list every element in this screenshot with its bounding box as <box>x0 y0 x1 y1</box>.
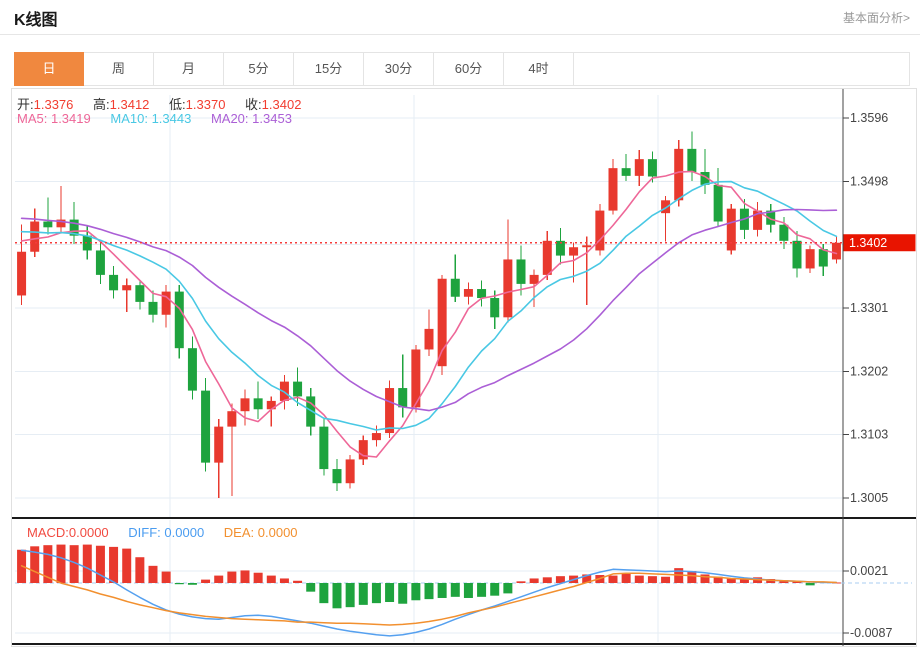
ohlc-row: 开:1.3376 高:1.3412 低:1.3370 收:1.3402 <box>17 94 317 113</box>
low-value: 1.3370 <box>185 97 226 112</box>
ma10-value: 1.3443 <box>151 111 192 126</box>
svg-text:1.3005: 1.3005 <box>850 491 888 505</box>
svg-text:1.3498: 1.3498 <box>850 174 888 188</box>
tab-30min[interactable]: 30分 <box>364 52 434 86</box>
candles-layer <box>17 131 841 498</box>
ma20-value: 1.3453 <box>252 111 292 126</box>
ma5-value: 1.3419 <box>50 111 91 126</box>
page-title: K线图 <box>14 12 58 29</box>
svg-text:0.0021: 0.0021 <box>850 564 888 578</box>
chart-canvas[interactable]: 1.3596 1.3498 1.3301 1.3202 1.3103 1.3005 1.34… <box>12 89 916 646</box>
pane-frame <box>12 89 916 646</box>
diff-value: 0.0000 <box>164 525 205 540</box>
dea-value: 0.0000 <box>257 525 298 540</box>
macd-histogram <box>17 544 841 609</box>
tab-strip-filler <box>574 52 910 86</box>
dea-line <box>20 565 838 626</box>
ma10-label: MA10: <box>110 111 148 126</box>
tab-15min[interactable]: 15分 <box>294 52 364 86</box>
open-value: 1.3376 <box>33 97 74 112</box>
period-tab-strip: 日 周 月 5分 15分 30分 60分 4时 <box>14 52 910 86</box>
diff-label: DIFF: <box>128 525 161 540</box>
tab-5min[interactable]: 5分 <box>224 52 294 86</box>
svg-text:1.3596: 1.3596 <box>850 111 888 125</box>
ma20-label: MA20: <box>210 111 249 126</box>
ma10-line <box>20 180 838 431</box>
kline-chart[interactable]: 1.3596 1.3498 1.3301 1.3202 1.3103 1.3005 1.34… <box>11 88 917 647</box>
current-price-tag: 1.3402 <box>843 234 916 252</box>
tab-day[interactable]: 日 <box>14 52 84 86</box>
svg-text:1.3402: 1.3402 <box>849 236 887 250</box>
close-value: 1.3402 <box>261 97 302 112</box>
svg-text:1.3103: 1.3103 <box>850 428 888 442</box>
macd-header-row: MACD:0.0000 DIFF: 0.0000 DEA: 0.0000 <box>27 525 314 540</box>
close-label: 收: <box>245 97 262 112</box>
svg-text:1.3202: 1.3202 <box>850 364 888 378</box>
svg-text:1.3301: 1.3301 <box>850 301 888 315</box>
ma20-line <box>20 208 838 412</box>
title-divider <box>0 34 920 35</box>
high-value: 1.3412 <box>109 97 150 112</box>
tab-month[interactable]: 月 <box>154 52 224 86</box>
dea-label: DEA: <box>223 525 255 540</box>
ma5-line <box>20 170 838 458</box>
macd-label: MACD: <box>27 525 69 540</box>
diff-line <box>20 549 838 637</box>
tab-60min[interactable]: 60分 <box>434 52 504 86</box>
macd-value: 0.0000 <box>68 525 109 540</box>
ma-row: MA5: 1.3419 MA10: 1.3443 MA20: 1.3453 <box>17 111 308 126</box>
y-axis-labels: 1.3596 1.3498 1.3301 1.3202 1.3103 1.3005 <box>843 111 888 505</box>
ma-lines <box>20 170 838 458</box>
svg-text:-0.0087: -0.0087 <box>850 626 892 640</box>
low-label: 低: <box>169 97 186 112</box>
ma5-label: MA5: <box>17 111 48 126</box>
open-label: 开: <box>17 97 34 112</box>
macd-axis-labels: 0.0021 -0.0087 <box>843 564 892 640</box>
high-label: 高: <box>93 97 110 112</box>
tab-week[interactable]: 周 <box>84 52 154 86</box>
tab-4hour[interactable]: 4时 <box>504 52 574 86</box>
fundamental-analysis-link[interactable]: 基本面分析> <box>842 11 910 25</box>
